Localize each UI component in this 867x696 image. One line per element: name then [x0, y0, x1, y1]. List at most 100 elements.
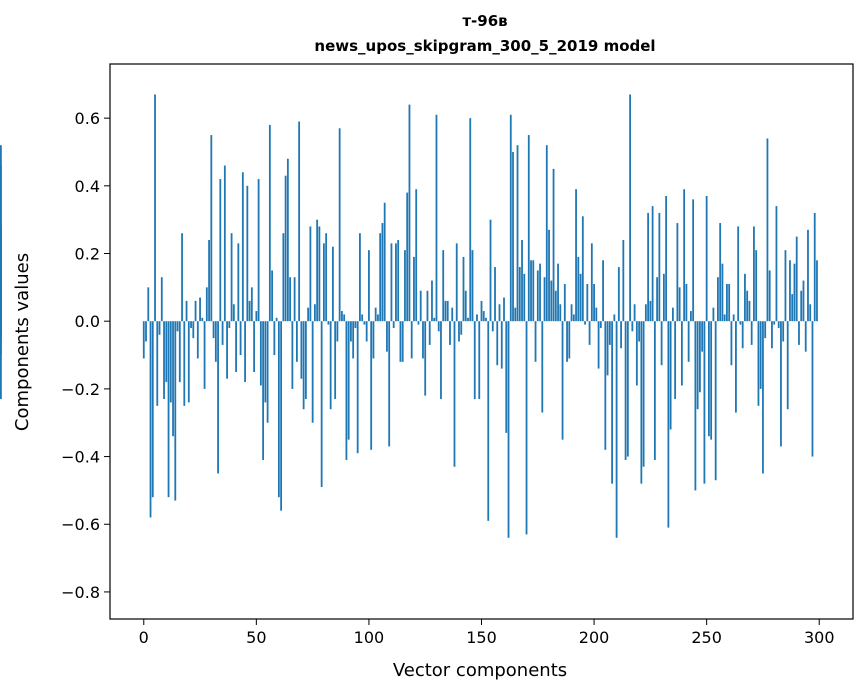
bar-28 [205, 287, 208, 322]
bar-256 [719, 223, 722, 322]
bar-undefined [0, 321, 2, 325]
bar-210 [615, 321, 618, 538]
y-tick-label: 0.4 [75, 177, 100, 196]
bar-271 [753, 226, 755, 322]
bar-241 [685, 283, 688, 322]
bar-284 [782, 321, 785, 342]
bar-97 [361, 314, 364, 322]
x-tick-label: 200 [579, 628, 610, 647]
bar-205 [604, 321, 607, 450]
bar-163 [509, 114, 512, 322]
bar-263 [735, 321, 737, 413]
bar-282 [777, 321, 780, 328]
bar-142 [462, 256, 465, 322]
bar-109 [388, 321, 391, 447]
bar-38 [228, 321, 231, 328]
bar-30 [210, 135, 213, 322]
bar-219 [635, 321, 638, 386]
bar-158 [498, 304, 501, 322]
bar-272 [755, 250, 758, 322]
bar-225 [649, 300, 652, 322]
bar-133 [442, 250, 445, 322]
bar-12 [169, 321, 172, 403]
bar-187 [563, 283, 566, 322]
bar-74 [309, 226, 312, 322]
bar-200 [593, 283, 595, 322]
bar-106 [381, 223, 384, 322]
bar-62 [282, 233, 285, 322]
bar-180 [548, 229, 550, 322]
bar-19 [185, 300, 188, 322]
bar-220 [638, 321, 641, 342]
bar-36 [223, 165, 226, 322]
bar-63 [284, 175, 287, 322]
x-axis-ticks: 0 50 100 150 200 250 300 [139, 619, 835, 647]
bar-265 [739, 321, 742, 325]
bar-299 [816, 260, 818, 322]
bar-13 [172, 321, 174, 437]
bar-14 [174, 321, 177, 501]
bar-25 [199, 297, 201, 322]
bar-213 [622, 239, 625, 322]
bar-4 [151, 321, 154, 498]
bar-173 [532, 260, 535, 322]
bar-120 [413, 256, 415, 322]
bar-24 [196, 321, 199, 359]
bar-85 [334, 321, 337, 400]
x-tick-label: 50 [246, 628, 266, 647]
bar-144 [467, 317, 469, 322]
bar-77 [316, 219, 319, 322]
bar-153 [487, 321, 490, 521]
bar-17 [181, 233, 183, 322]
bar-212 [620, 321, 622, 349]
bar-70 [300, 321, 303, 379]
bar-286 [786, 321, 789, 410]
y-axis-label: Components values [12, 253, 33, 431]
bar-5 [154, 94, 156, 322]
bar-16 [178, 321, 181, 383]
bar-178 [543, 277, 546, 322]
bar-267 [744, 273, 746, 322]
bar-103 [374, 307, 377, 322]
bar-289 [793, 263, 796, 322]
bar-35 [221, 321, 224, 345]
bar-269 [748, 300, 751, 322]
bar-217 [631, 321, 634, 332]
bar-56 [268, 124, 271, 322]
bar-238 [678, 287, 681, 322]
y-tick-label: 0.6 [75, 109, 100, 128]
bar-34 [219, 179, 222, 322]
bar-146 [471, 250, 474, 322]
bar-295 [807, 229, 809, 322]
bar-124 [422, 321, 424, 359]
x-tick-label: 150 [466, 628, 497, 647]
bar-250 [705, 195, 708, 322]
bar-138 [453, 321, 456, 467]
bar-185 [559, 304, 562, 322]
bar-126 [426, 290, 429, 322]
plot-frame [109, 63, 854, 620]
bar-42 [237, 243, 240, 322]
bar-224 [647, 212, 650, 322]
bar-52 [259, 321, 262, 386]
bar-270 [750, 321, 753, 345]
bar-104 [377, 314, 379, 322]
bar-117 [406, 192, 409, 322]
bar-179 [545, 145, 548, 322]
bar-27 [203, 321, 206, 389]
bar-2 [147, 287, 150, 322]
bar-114 [399, 321, 402, 362]
bar-26 [201, 317, 204, 322]
bar-80 [322, 243, 325, 322]
bar-94 [354, 321, 357, 328]
bar-83 [329, 321, 332, 410]
bar-287 [789, 260, 791, 322]
bar-149 [478, 321, 481, 400]
bar-165 [514, 307, 517, 322]
bar-243 [689, 311, 692, 322]
bar-266 [741, 321, 744, 349]
bar-247 [699, 321, 701, 393]
bar-191 [572, 314, 575, 322]
bar-undefined [0, 267, 2, 322]
bar-112 [395, 243, 397, 322]
